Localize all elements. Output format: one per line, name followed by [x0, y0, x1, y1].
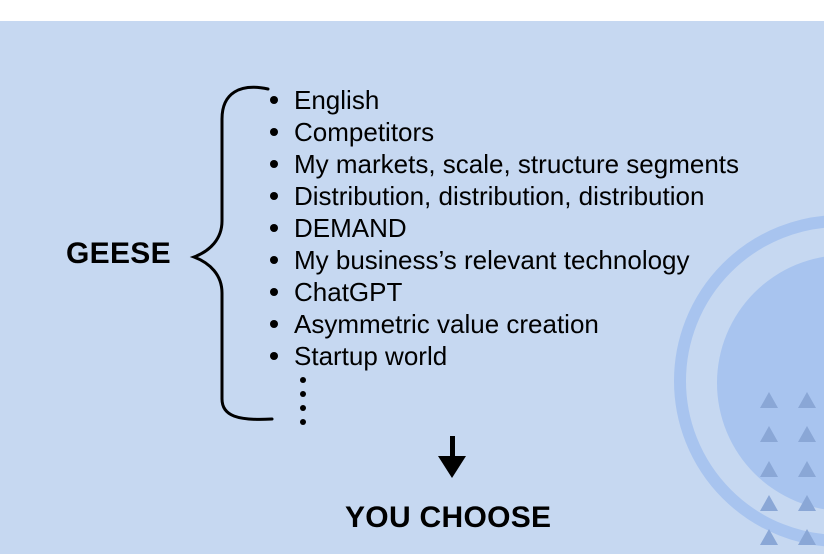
inner-disc — [717, 256, 824, 510]
list-item: Distribution, distribution, distribution — [268, 180, 739, 212]
list-item: Startup world — [268, 340, 739, 372]
list-item: My business’s relevant technology — [268, 244, 739, 276]
list-item: My markets, scale, structure segments — [268, 148, 739, 180]
bullet-icon — [270, 160, 278, 168]
item-list: English Competitors My markets, scale, s… — [268, 84, 739, 372]
vertical-ellipsis-icon — [300, 377, 306, 433]
you-choose-label: YOU CHOOSE — [345, 501, 552, 534]
bullet-icon — [270, 288, 278, 296]
list-item-text: My business’s relevant technology — [294, 245, 690, 275]
bullet-icon — [270, 192, 278, 200]
list-item-text: English — [294, 85, 380, 115]
diagram-panel: GEESE English Competitors My markets, sc… — [0, 21, 824, 554]
list-item: DEMAND — [268, 212, 739, 244]
list-item-text: Distribution, distribution, distribution — [294, 181, 705, 211]
list-item-text: ChatGPT — [294, 277, 403, 307]
list-item: Competitors — [268, 116, 739, 148]
triangle-pattern-icon — [760, 392, 816, 545]
list-item-text: DEMAND — [294, 213, 407, 243]
bullet-icon — [270, 256, 278, 264]
down-arrow-icon — [438, 436, 466, 478]
list-item-text: Competitors — [294, 117, 435, 147]
decorative-circles — [674, 215, 824, 547]
list-item: Asymmetric value creation — [268, 308, 739, 340]
list-item: ChatGPT — [268, 276, 739, 308]
list-item-text: My markets, scale, structure segments — [294, 149, 740, 179]
bullet-icon — [270, 352, 278, 360]
bullet-icon — [270, 96, 278, 104]
list-item-text: Asymmetric value creation — [294, 309, 599, 339]
geese-label: GEESE — [66, 237, 171, 270]
outer-ring — [674, 215, 824, 547]
list-item-text: Startup world — [294, 341, 448, 371]
list-item: English — [268, 84, 739, 116]
bullet-icon — [270, 320, 278, 328]
bullet-icon — [270, 128, 278, 136]
bullet-icon — [270, 224, 278, 232]
curly-brace-icon — [189, 85, 274, 421]
